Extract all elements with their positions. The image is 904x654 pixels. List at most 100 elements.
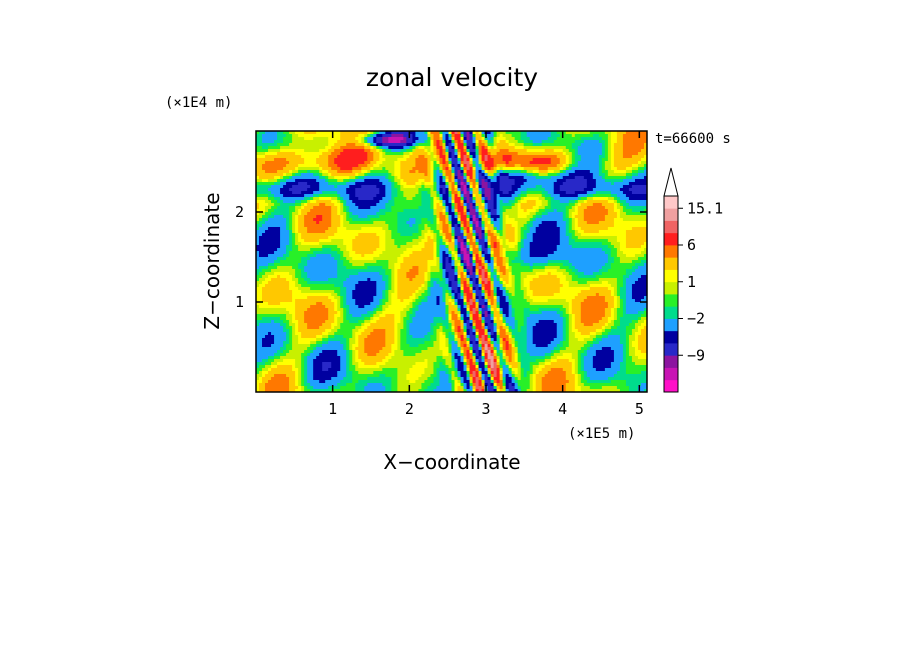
contour-cell: [511, 212, 516, 216]
contour-cell: [589, 212, 594, 216]
contour-cell: [274, 176, 278, 180]
contour-cell: [319, 164, 323, 168]
contour-cell: [457, 233, 462, 237]
contour-cell: [640, 233, 645, 237]
contour-cell: [298, 215, 302, 219]
contour-cell: [418, 161, 423, 165]
contour-cell: [586, 209, 591, 213]
contour-cell: [520, 179, 525, 183]
contour-cell: [394, 245, 398, 249]
contour-cell: [373, 218, 377, 222]
contour-cell: [511, 209, 516, 213]
contour-cell: [502, 173, 507, 177]
contour-cell: [616, 221, 621, 225]
contour-cell: [436, 188, 441, 192]
contour-cell: [400, 161, 404, 165]
contour-cell: [625, 137, 630, 141]
contour-cell: [580, 206, 585, 210]
contour-cell: [463, 185, 468, 189]
contour-cell: [592, 158, 597, 162]
contour-cell: [478, 197, 483, 201]
contour-cell: [577, 233, 582, 237]
contour-cell: [277, 191, 281, 195]
contour-cell: [514, 209, 519, 213]
contour-cell: [481, 173, 486, 177]
contour-cell: [370, 188, 374, 192]
contour-cell: [598, 158, 603, 162]
contour-cell: [301, 224, 305, 228]
contour-cell: [496, 194, 501, 198]
contour-cell: [625, 173, 630, 177]
contour-cell: [316, 179, 320, 183]
contour-cell: [538, 131, 543, 135]
contour-cell: [454, 227, 459, 231]
contour-cell: [280, 245, 284, 249]
contour-cell: [280, 158, 284, 162]
contour-cell: [616, 197, 621, 201]
contour-cell: [616, 185, 621, 189]
contour-cell: [553, 197, 558, 201]
contour-cell: [550, 221, 555, 225]
contour-cell: [619, 131, 624, 135]
contour-cell: [571, 146, 576, 150]
contour-cell: [577, 176, 582, 180]
contour-cell: [319, 230, 323, 234]
contour-cell: [547, 185, 552, 189]
contour-cell: [637, 137, 642, 141]
contour-cell: [550, 203, 555, 207]
contour-cell: [490, 140, 495, 144]
contour-cell: [271, 185, 275, 189]
contour-cell: [490, 137, 495, 141]
contour-cell: [493, 233, 498, 237]
contour-cell: [274, 200, 278, 204]
contour-cell: [496, 149, 501, 153]
contour-cell: [535, 230, 540, 234]
contour-cell: [418, 143, 423, 147]
contour-cell: [439, 197, 444, 201]
contour-cell: [523, 185, 528, 189]
contour-cell: [508, 239, 513, 243]
contour-cell: [313, 230, 317, 234]
contour-cell: [511, 137, 516, 141]
contour-cell: [448, 209, 453, 213]
contour-cell: [448, 140, 453, 144]
contour-cell: [334, 161, 338, 165]
contour-cell: [400, 215, 404, 219]
contour-cell: [595, 197, 600, 201]
contour-cell: [382, 245, 386, 249]
contour-cell: [352, 149, 356, 153]
contour-cell: [508, 167, 513, 171]
contour-cell: [283, 143, 287, 147]
contour-cell: [460, 170, 465, 174]
contour-cell: [454, 218, 459, 222]
contour-cell: [367, 137, 371, 141]
contour-cell: [301, 179, 305, 183]
contour-cell: [397, 227, 401, 231]
contour-cell: [544, 209, 549, 213]
contour-cell: [400, 245, 404, 249]
contour-cell: [409, 167, 413, 171]
contour-cell: [322, 164, 326, 168]
contour-cell: [256, 200, 260, 204]
contour-cell: [565, 209, 570, 213]
contour-cell: [328, 143, 332, 147]
contour-cell: [607, 182, 612, 186]
contour-cell: [421, 197, 426, 201]
contour-cell: [448, 194, 453, 198]
contour-cell: [343, 233, 347, 237]
contour-cell: [589, 158, 594, 162]
contour-cell: [355, 140, 359, 144]
contour-cell: [418, 200, 423, 204]
contour-cell: [496, 227, 501, 231]
contour-cell: [625, 152, 630, 156]
contour-cell: [289, 188, 293, 192]
contour-cell: [409, 134, 413, 138]
contour-cell: [529, 176, 534, 180]
contour-cell: [496, 164, 501, 168]
contour-cell: [256, 197, 260, 201]
contour-cell: [358, 167, 362, 171]
contour-cell: [538, 203, 543, 207]
contour-cell: [610, 212, 615, 216]
contour-cell: [607, 188, 612, 192]
contour-cell: [565, 149, 570, 153]
